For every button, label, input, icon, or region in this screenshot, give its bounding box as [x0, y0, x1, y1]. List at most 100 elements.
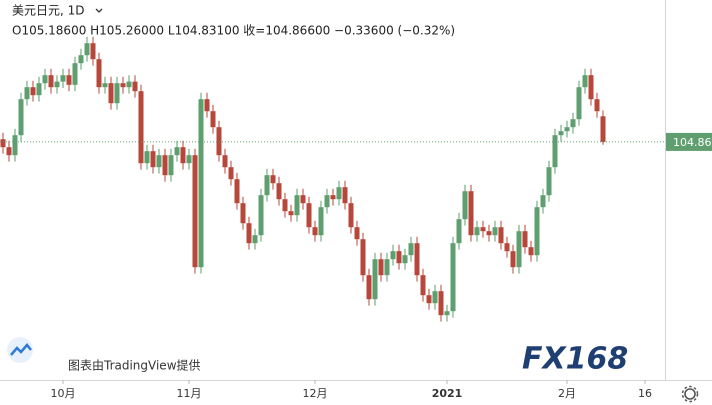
candle-body — [510, 251, 516, 268]
chevron[interactable] — [95, 8, 103, 13]
candle-body — [306, 203, 312, 228]
candle-body — [396, 251, 402, 264]
candle-body — [318, 207, 324, 236]
candle-body — [252, 235, 258, 244]
candle-body — [264, 175, 270, 196]
candle-body — [60, 75, 66, 82]
candle-body — [432, 291, 438, 304]
x-tick-label: 12月 — [303, 387, 328, 400]
candle-body — [354, 227, 360, 240]
candle-body — [132, 81, 138, 92]
candle-body — [96, 59, 102, 88]
candle-body — [564, 127, 570, 132]
candle-body — [144, 151, 150, 164]
candle-body — [378, 259, 384, 276]
candle-body — [420, 275, 426, 296]
candle-body — [552, 135, 558, 168]
candle-body — [498, 227, 504, 244]
candle-body — [522, 231, 528, 248]
candle-body — [24, 87, 30, 100]
candle-body — [180, 147, 186, 164]
candle-body — [30, 87, 36, 96]
candle-body — [42, 75, 48, 84]
candle-body — [258, 195, 264, 236]
candle-body — [120, 83, 126, 88]
candle-body — [462, 191, 468, 220]
x-tick-label: 16 — [638, 387, 652, 400]
candle-body — [192, 155, 198, 268]
candle-body — [426, 295, 432, 304]
candle-body — [294, 195, 300, 216]
candle-body — [582, 75, 588, 88]
candle-body — [372, 259, 378, 300]
candle-body — [174, 147, 180, 156]
candle-body — [168, 155, 174, 176]
settings-icon[interactable] — [681, 385, 699, 403]
tradingview-icon[interactable] — [7, 337, 33, 363]
candle-body — [402, 255, 408, 264]
candle-body — [546, 167, 552, 196]
candle-body — [468, 191, 474, 236]
candle-body — [246, 223, 252, 244]
candle-body — [576, 87, 582, 120]
candle-body — [594, 99, 600, 112]
plot-area — [0, 36, 665, 322]
candle-body — [570, 119, 576, 128]
candle-body — [72, 63, 78, 85]
candle-body — [330, 195, 336, 200]
candle-body — [408, 243, 414, 256]
time-axis: 10月 11月 12月 2021 2月 16 — [51, 380, 652, 400]
candle-body — [114, 83, 120, 104]
candle-body — [282, 199, 288, 212]
candle-body — [534, 207, 540, 256]
candle-body — [240, 203, 246, 224]
candle-body — [600, 116, 606, 142]
candle-body — [270, 175, 276, 184]
candle-body — [90, 43, 96, 60]
candle-body — [486, 231, 492, 236]
candle-body — [558, 131, 564, 136]
candle-body — [138, 91, 144, 164]
candle-body — [156, 155, 162, 168]
candle-body — [366, 275, 372, 300]
candle-body — [516, 231, 522, 268]
candle-body — [504, 243, 510, 252]
candle-body — [54, 81, 60, 88]
symbol-title: 美元日元, 1D — [12, 4, 85, 18]
candle-body — [186, 155, 192, 164]
candle-body — [300, 195, 306, 204]
candle-body — [198, 99, 204, 268]
candle-body — [216, 127, 222, 156]
candle-body — [0, 139, 6, 148]
candle-body — [288, 211, 294, 216]
x-tick-label: 2月 — [558, 387, 576, 400]
candle-body — [342, 187, 348, 204]
candle-body — [492, 227, 498, 236]
candle-body — [150, 151, 156, 168]
x-tick-label: 11月 — [177, 387, 202, 400]
candle-body — [48, 75, 54, 88]
candle-body — [528, 247, 534, 256]
candle-body — [540, 195, 546, 208]
candle-body — [480, 227, 486, 232]
last-price-label: 104.866 — [673, 136, 712, 149]
candle-body — [234, 179, 240, 204]
candle-body — [222, 155, 228, 168]
logo: FX168 — [522, 342, 628, 377]
candle-body — [444, 311, 450, 316]
last-price-tag — [666, 132, 712, 151]
ohlc-legend: O105.18600 H105.26000 L104.83100 收=104.8… — [12, 24, 455, 38]
candle-body — [384, 259, 390, 276]
candle-body — [276, 183, 282, 200]
candle-body — [324, 195, 330, 208]
candle-body — [336, 187, 342, 200]
candle-body — [126, 81, 132, 88]
candle-body — [438, 291, 444, 316]
candle-body — [36, 83, 42, 96]
candle-body — [84, 43, 90, 56]
candle-body — [6, 147, 12, 156]
candle-body — [348, 203, 354, 228]
candle-body — [228, 167, 234, 180]
candle-body — [108, 83, 114, 104]
